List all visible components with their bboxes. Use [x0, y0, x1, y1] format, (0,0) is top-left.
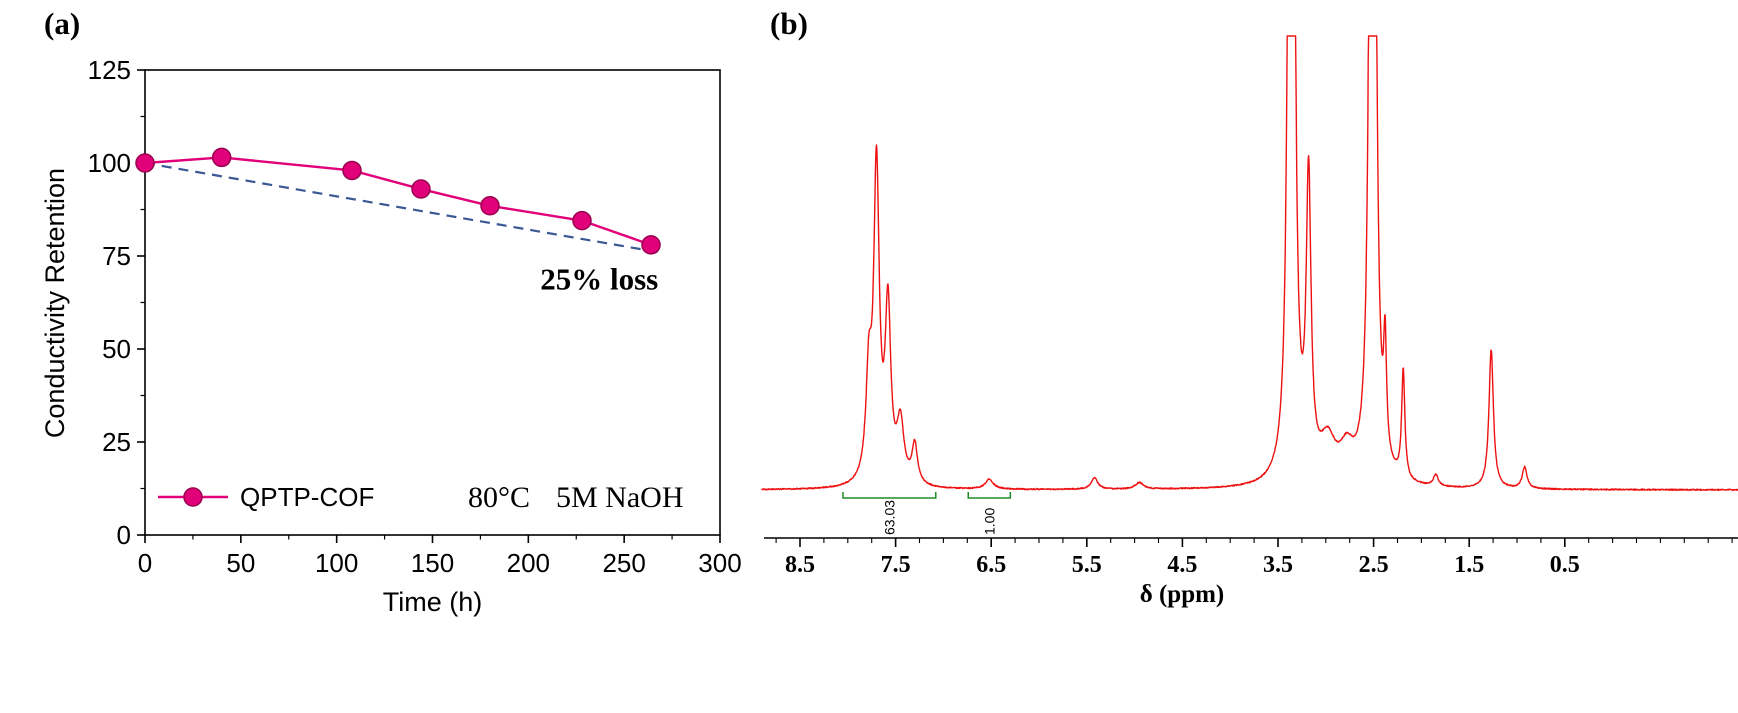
- nmr-tick-label: 1.5: [1454, 552, 1484, 578]
- reference-dashed-line: [144, 161, 659, 254]
- x-tick-label: 200: [507, 548, 550, 578]
- data-point-marker: [572, 210, 592, 231]
- x-tick-label: 0: [138, 548, 152, 578]
- data-point-marker: [480, 196, 500, 216]
- y-axis-label: Conductivity Retention: [40, 168, 70, 438]
- nmr-tick-label: 0.5: [1550, 552, 1580, 578]
- y-tick-label: 25: [102, 427, 131, 457]
- annotation-25-loss: 25% loss: [540, 261, 658, 296]
- data-point-marker: [342, 160, 362, 181]
- integral-label: 1.00: [981, 508, 997, 535]
- series-line: [144, 156, 652, 246]
- y-tick-label: 100: [88, 148, 131, 178]
- nmr-tick-label: 3.5: [1263, 552, 1293, 578]
- panel-b-label: (b): [770, 6, 808, 41]
- data-point-marker: [641, 235, 661, 255]
- y-tick-label: 125: [88, 55, 131, 85]
- nmr-tick-label: 7.5: [881, 552, 911, 578]
- y-tick-label: 50: [102, 334, 131, 364]
- panel-a-label: (a): [44, 6, 81, 41]
- integral-bracket: [967, 492, 1012, 499]
- data-point-marker: [411, 179, 431, 199]
- data-point-marker: [135, 153, 155, 173]
- nmr-tick-label: 2.5: [1359, 552, 1389, 578]
- integral-label: 63.03: [881, 500, 897, 535]
- nmr-tick-label: 6.5: [976, 552, 1006, 578]
- nmr-xaxis-label: δ (ppm): [1140, 581, 1225, 608]
- nmr-tick-label: 8.5: [785, 552, 815, 578]
- data-point-marker: [211, 147, 232, 168]
- x-axis-label: Time (h): [383, 587, 483, 617]
- x-tick-label: 50: [226, 548, 255, 578]
- legend-marker: [183, 487, 203, 507]
- x-tick-label: 100: [315, 548, 358, 578]
- integral-bracket: [842, 492, 937, 499]
- x-tick-label: 250: [602, 548, 645, 578]
- nmr-tick-label: 5.5: [1072, 552, 1102, 578]
- x-tick-label: 300: [698, 548, 741, 578]
- y-tick-label: 75: [102, 241, 131, 271]
- y-tick-label: 0: [117, 520, 131, 550]
- nmr-spectrum-chart: 8.5 7.5 6.5 5.5 4.5 3.5 2.5 1.5 0.5 δ (ppm) 63.03 1…: [761, 35, 1738, 608]
- nmr-trace: [761, 35, 1738, 492]
- nmr-tick-label: 4.5: [1167, 552, 1197, 578]
- condition-temperature: 80°C: [468, 481, 530, 514]
- plot-frame: [144, 69, 721, 536]
- condition-electrolyte: 5M NaOH: [556, 481, 684, 514]
- legend-series-label: QPTP-COF: [240, 482, 374, 512]
- conductivity-retention-chart: 0 50 100 150 200 250 300 0 25 50 75 100 125 Time (h) C…: [40, 55, 742, 617]
- x-tick-label: 150: [411, 548, 454, 578]
